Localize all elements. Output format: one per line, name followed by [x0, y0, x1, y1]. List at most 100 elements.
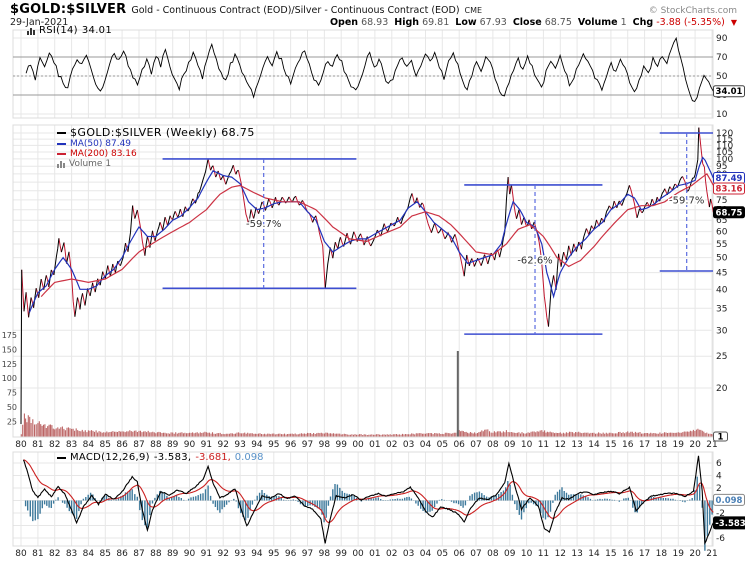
svg-text:40: 40 [716, 285, 728, 295]
price-legend-title: $GOLD:$SILVER (Weekly) 68.75 [70, 126, 255, 139]
svg-text:20: 20 [716, 384, 728, 394]
svg-text:2: 2 [716, 484, 722, 494]
svg-text:87: 87 [133, 440, 144, 450]
svg-text:84: 84 [83, 549, 95, 559]
svg-text:05: 05 [437, 549, 448, 559]
open-value: 68.93 [361, 17, 389, 28]
svg-text:65: 65 [716, 216, 727, 226]
macd-legend: MACD(12,26,9) -3.583, -3.681, 0.098 [57, 452, 263, 464]
svg-text:30: 30 [716, 326, 728, 336]
svg-text:90: 90 [184, 549, 196, 559]
close-label: Close [512, 17, 542, 28]
svg-text:34.01: 34.01 [716, 87, 743, 97]
svg-text:05: 05 [437, 440, 448, 450]
svg-text:03: 03 [403, 440, 414, 450]
svg-text:81: 81 [32, 440, 43, 450]
svg-text:85: 85 [100, 549, 111, 559]
svg-text:100: 100 [716, 155, 733, 165]
svg-text:15: 15 [605, 549, 616, 559]
price-legend: $GOLD:$SILVER (Weekly) 68.75 MA(50) 87.4… [57, 127, 255, 169]
svg-text:110: 110 [716, 141, 733, 151]
copyright-link[interactable]: © StockCharts.com [648, 6, 737, 16]
svg-text:99: 99 [335, 440, 347, 450]
svg-text:115: 115 [716, 135, 733, 145]
svg-text:125: 125 [2, 360, 17, 369]
svg-text:80: 80 [15, 549, 27, 559]
svg-text:100: 100 [2, 374, 17, 383]
svg-text:90: 90 [716, 34, 728, 44]
exchange-label: CME [464, 6, 483, 15]
svg-text:09: 09 [504, 549, 516, 559]
svg-text:97: 97 [302, 549, 313, 559]
svg-text:10: 10 [716, 110, 728, 120]
svg-text:60: 60 [716, 228, 728, 238]
rsi-legend: RSI(14) 34.01 [27, 26, 112, 36]
svg-text:96: 96 [285, 440, 297, 450]
svg-text:-62.6%: -62.6% [517, 255, 552, 266]
svg-text:83.16: 83.16 [716, 184, 743, 194]
svg-text:55: 55 [716, 240, 727, 250]
svg-text:25: 25 [7, 418, 17, 427]
volume-legend: Volume 1 [69, 159, 112, 169]
svg-text:06: 06 [453, 549, 465, 559]
price-series [20, 127, 714, 425]
ma50-legend: MA(50) 87.49 [70, 139, 132, 149]
macd-hist-value: 0.098 [234, 452, 264, 463]
svg-text:01: 01 [369, 549, 380, 559]
svg-text:120: 120 [716, 129, 733, 139]
svg-text:20: 20 [689, 549, 701, 559]
svg-text:6: 6 [716, 459, 722, 469]
svg-text:50: 50 [716, 254, 728, 264]
svg-text:82: 82 [49, 440, 60, 450]
svg-text:02: 02 [386, 440, 397, 450]
svg-text:21: 21 [706, 549, 717, 559]
macd-lines [22, 455, 714, 545]
svg-text:11: 11 [538, 549, 549, 559]
svg-text:96: 96 [285, 549, 297, 559]
axis-labels: 9070503010120115110105100959085807570656… [2, 34, 734, 559]
volume-value: 1 [620, 17, 627, 28]
volume-bars-icon [57, 160, 65, 168]
svg-text:-6: -6 [716, 534, 725, 544]
svg-text:00: 00 [352, 440, 364, 450]
svg-text:94: 94 [251, 549, 263, 559]
svg-text:90: 90 [184, 440, 196, 450]
svg-text:86: 86 [116, 440, 128, 450]
symbol-title: $GOLD:$SILVER [10, 2, 127, 17]
svg-text:83: 83 [66, 549, 77, 559]
volume-label: Volume [577, 17, 618, 28]
quote-date: 29-Jan-2021 [10, 17, 69, 28]
svg-text:0.098: 0.098 [716, 496, 743, 506]
svg-text:94: 94 [251, 440, 263, 450]
high-value: 69.81 [422, 17, 450, 28]
ma200-legend: MA(200) 83.16 [70, 149, 137, 159]
svg-text:-3.583: -3.583 [715, 519, 745, 529]
svg-text:88: 88 [150, 549, 162, 559]
svg-text:16: 16 [622, 440, 634, 450]
svg-text:80: 80 [15, 440, 27, 450]
ma50-line-swatch [57, 143, 66, 145]
svg-text:35: 35 [716, 304, 727, 314]
chart-header: $GOLD:$SILVER Gold - Continuous Contract… [10, 2, 737, 30]
close-value: 68.75 [544, 17, 572, 28]
svg-text:81: 81 [32, 549, 43, 559]
macd-value: -3.583, [153, 452, 192, 463]
indicator-icon [27, 27, 35, 35]
svg-text:13: 13 [571, 440, 582, 450]
price-line-swatch [57, 132, 66, 134]
rsi-label: RSI(14) [39, 25, 78, 36]
svg-text:17: 17 [639, 440, 650, 450]
svg-text:1: 1 [718, 433, 724, 443]
svg-text:95: 95 [716, 162, 727, 172]
rsi-value: 34.01 [81, 25, 113, 36]
svg-text:00: 00 [352, 549, 364, 559]
svg-text:04: 04 [420, 549, 432, 559]
svg-text:-59.7%: -59.7% [669, 196, 704, 207]
svg-text:19: 19 [673, 440, 685, 450]
svg-text:92: 92 [218, 549, 229, 559]
symbol-description: Gold - Continuous Contract (EOD)/Silver … [131, 5, 460, 16]
open-label: Open [329, 17, 359, 28]
svg-text:15: 15 [605, 440, 616, 450]
macd-line-swatch [57, 457, 66, 459]
